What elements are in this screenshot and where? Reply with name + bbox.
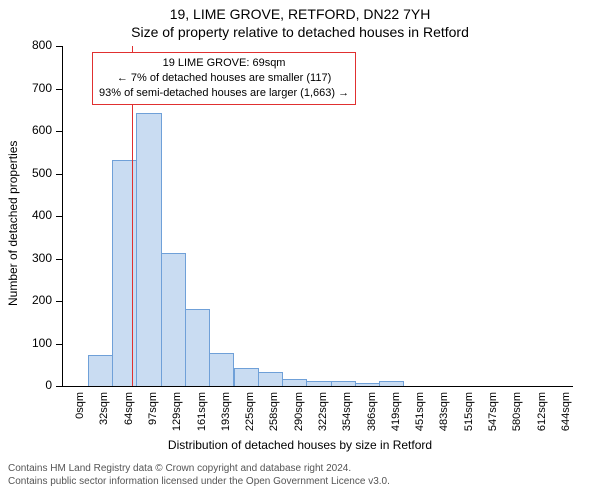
xtick-label: 451sqm [414,392,426,442]
ytick [56,344,62,345]
chart-container: { "title_line1": "19, LIME GROVE, RETFOR… [0,0,600,500]
xtick-label: 612sqm [536,392,548,442]
xtick-label: 386sqm [366,392,378,442]
xtick-label: 161sqm [196,392,208,442]
xtick-label: 97sqm [147,392,159,442]
ytick [56,216,62,217]
xtick-label: 290sqm [293,392,305,442]
bar [88,355,113,386]
bar [185,309,210,387]
chart-title-line1: 19, LIME GROVE, RETFORD, DN22 7YH [0,6,600,22]
footer-line1: Contains HM Land Registry data © Crown c… [8,462,390,475]
ytick-label: 0 [22,378,52,392]
xtick-label: 129sqm [171,392,183,442]
xtick-label: 483sqm [438,392,450,442]
bar [136,113,161,386]
ytick-label: 800 [22,38,52,52]
ytick [56,174,62,175]
ytick-label: 600 [22,123,52,137]
bar [234,368,259,386]
bar [161,253,186,386]
ytick-label: 500 [22,166,52,180]
ytick [56,131,62,132]
ytick [56,386,62,387]
annotation-line: 93% of semi-detached houses are larger (… [99,86,349,101]
xtick-label: 258sqm [268,392,280,442]
annotation-box: 19 LIME GROVE: 69sqm← 7% of detached hou… [92,52,356,105]
xtick-label: 0sqm [74,392,86,442]
ytick [56,301,62,302]
xtick-label: 515sqm [463,392,475,442]
y-axis-label: Number of detached properties [6,141,20,306]
annotation-line: ← 7% of detached houses are smaller (117… [99,71,349,86]
xtick-label: 193sqm [220,392,232,442]
ytick-label: 700 [22,81,52,95]
xtick-label: 32sqm [98,392,110,442]
annotation-line: 19 LIME GROVE: 69sqm [99,56,349,71]
xtick-label: 547sqm [487,392,499,442]
xtick-label: 644sqm [560,392,572,442]
ytick-label: 400 [22,208,52,222]
bar [258,372,283,386]
ytick-label: 200 [22,293,52,307]
bar [379,381,404,386]
xtick-label: 322sqm [317,392,329,442]
ytick-label: 300 [22,251,52,265]
bar [355,383,380,386]
footer-line2: Contains public sector information licen… [8,475,390,488]
ytick [56,259,62,260]
chart-title-line2: Size of property relative to detached ho… [0,24,600,40]
xtick-label: 580sqm [511,392,523,442]
ytick [56,46,62,47]
xtick-label: 225sqm [244,392,256,442]
footer-attribution: Contains HM Land Registry data © Crown c… [8,462,390,488]
bar [306,381,331,386]
bar [209,353,234,386]
xtick-label: 64sqm [123,392,135,442]
bar [112,160,137,386]
xtick-label: 354sqm [341,392,353,442]
ytick [56,89,62,90]
bar [282,379,307,386]
ytick-label: 100 [22,336,52,350]
xtick-label: 419sqm [390,392,402,442]
bar [331,381,356,386]
